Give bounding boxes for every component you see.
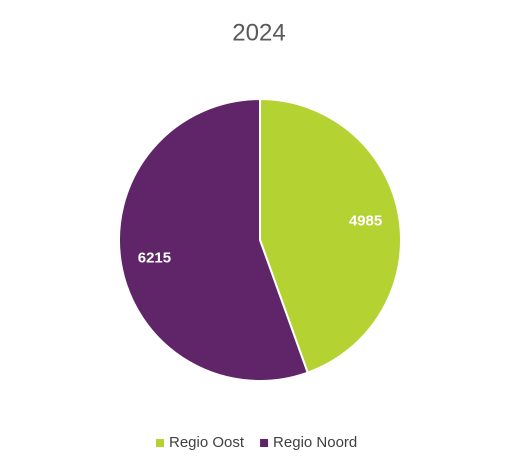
pie-slice bbox=[259, 97, 402, 374]
data-label: 4985 bbox=[349, 213, 382, 230]
pie-slice bbox=[118, 97, 309, 382]
legend-swatch bbox=[260, 439, 269, 447]
legend-swatch bbox=[156, 439, 164, 447]
chart-title: 2024 bbox=[232, 19, 285, 46]
data-label: 6215 bbox=[138, 249, 171, 266]
legend-label: Regio Noord bbox=[273, 434, 357, 451]
legend-label: Regio Oost bbox=[169, 434, 245, 451]
